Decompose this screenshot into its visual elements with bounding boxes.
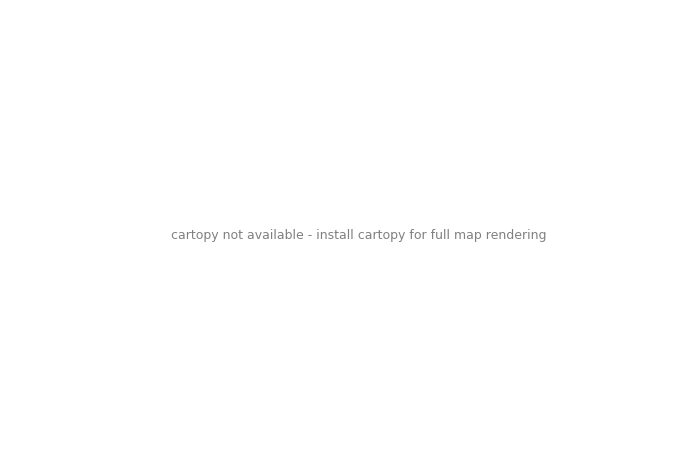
Text: cartopy not available - install cartopy for full map rendering: cartopy not available - install cartopy … [171, 229, 547, 242]
